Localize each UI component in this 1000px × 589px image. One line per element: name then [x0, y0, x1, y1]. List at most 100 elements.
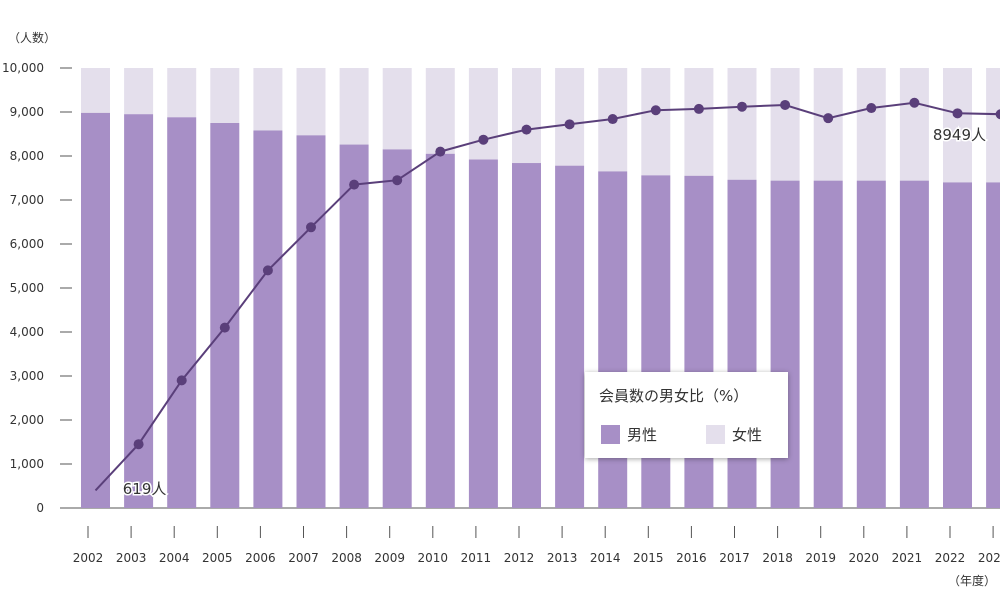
x-tick-label: 2014 [590, 551, 621, 565]
bar-female [856, 68, 886, 181]
x-tick-label: 2003 [116, 551, 147, 565]
bar-female [382, 68, 412, 150]
legend-swatch-male [601, 425, 620, 444]
bar-female [468, 68, 498, 160]
line-point [564, 119, 575, 130]
x-tick-label: 2005 [202, 551, 233, 565]
line-point [262, 265, 273, 276]
member-count-line [94, 101, 1000, 492]
bar-male [684, 175, 714, 509]
y-unit-label: （人数） [8, 30, 56, 45]
bar-female [727, 68, 757, 180]
bar-female [684, 68, 714, 176]
x-tick-label: 2009 [374, 551, 405, 565]
x-tick-label: 2019 [805, 551, 836, 565]
line-point [823, 113, 834, 124]
x-tick-label: 2013 [547, 551, 578, 565]
x-tick-label: 2004 [159, 551, 190, 565]
bar-female [425, 68, 455, 154]
bar-male [81, 112, 110, 508]
legend-item-male: 男性 [601, 424, 657, 445]
x-tick-label: 2010 [418, 551, 449, 565]
bar-female [339, 68, 369, 145]
line-point [607, 114, 618, 125]
bar-female [210, 68, 240, 123]
line-point [219, 322, 230, 333]
bar-male [167, 117, 197, 508]
line-point [650, 105, 661, 116]
bar-male [813, 180, 843, 508]
line-point [866, 103, 877, 114]
y-tick-label: 8,000 [10, 149, 44, 163]
line-point [133, 439, 144, 450]
x-tick-label: 2021 [892, 551, 923, 565]
bar-male [253, 130, 283, 509]
legend-label-female: 女性 [732, 426, 763, 444]
bar-female [296, 68, 326, 136]
legend-swatch-female [706, 425, 725, 444]
legend-item-female: 女性 [706, 424, 762, 445]
line-point [909, 97, 920, 108]
x-tick-label: 2006 [245, 551, 276, 565]
bar-male [339, 144, 369, 508]
x-tick-label: 2011 [461, 551, 492, 565]
line-point [780, 99, 791, 110]
x-tick-label: 2022 [935, 551, 966, 565]
line-point [176, 375, 187, 386]
bar-male [296, 135, 326, 508]
bar-female [943, 68, 972, 183]
bar-female [899, 68, 929, 181]
bar-male [899, 180, 929, 508]
x-tick-label: 2018 [762, 551, 793, 565]
line-point [995, 109, 1000, 120]
line-point [392, 175, 403, 186]
y-tick-label: 10,000 [2, 61, 44, 75]
bar-male [986, 182, 1000, 508]
bar-female [555, 68, 585, 166]
bar-female [167, 68, 197, 118]
bar-female [512, 68, 541, 164]
bar-female [813, 68, 843, 181]
y-tick-label: 6,000 [10, 237, 44, 251]
bar-female [986, 68, 1000, 183]
bar-male [382, 149, 412, 508]
y-tick-label: 9,000 [10, 105, 44, 119]
annotation-label: 8949人 [933, 126, 986, 144]
bar-male [770, 180, 800, 508]
bar-male [943, 182, 972, 508]
bar-female [124, 68, 154, 115]
legend-label-male: 男性 [627, 426, 658, 444]
x-tick-label: 2017 [719, 551, 750, 565]
bar-male [555, 165, 585, 508]
legend: 会員数の男女比（%） 男性 女性 [585, 372, 788, 458]
x-tick-label: 2008 [331, 551, 362, 565]
bar-female [641, 68, 671, 176]
x-tick-label: 2015 [633, 551, 664, 565]
x-tick-label: 2002 [73, 551, 104, 565]
y-tick-label: 2,000 [10, 413, 44, 427]
y-tick-label: 4,000 [10, 325, 44, 339]
y-tick-label: 3,000 [10, 369, 44, 383]
y-tick-label: 0 [36, 501, 44, 515]
y-tick-label: 5,000 [10, 281, 44, 295]
bar-female [253, 68, 283, 131]
line-point [478, 134, 489, 145]
x-tick-label: 2016 [676, 551, 707, 565]
x-unit-label: （年度） [948, 573, 996, 588]
legend-title: 会員数の男女比（%） [599, 387, 749, 405]
y-tick-label: 1,000 [10, 457, 44, 471]
line-point [952, 108, 963, 119]
bar-male [512, 163, 541, 509]
x-tick-label: 2007 [288, 551, 319, 565]
annotation-label: 619人 [123, 480, 167, 498]
bar-male [468, 159, 498, 508]
y-tick-label: 7,000 [10, 193, 44, 207]
line-point [737, 101, 747, 112]
bar-female [770, 68, 800, 181]
x-tick-label: 2023 [978, 551, 1000, 565]
line-point [435, 146, 446, 157]
x-tick-label: 2012 [504, 551, 535, 565]
bar-male [425, 153, 455, 509]
line-point [306, 222, 316, 233]
